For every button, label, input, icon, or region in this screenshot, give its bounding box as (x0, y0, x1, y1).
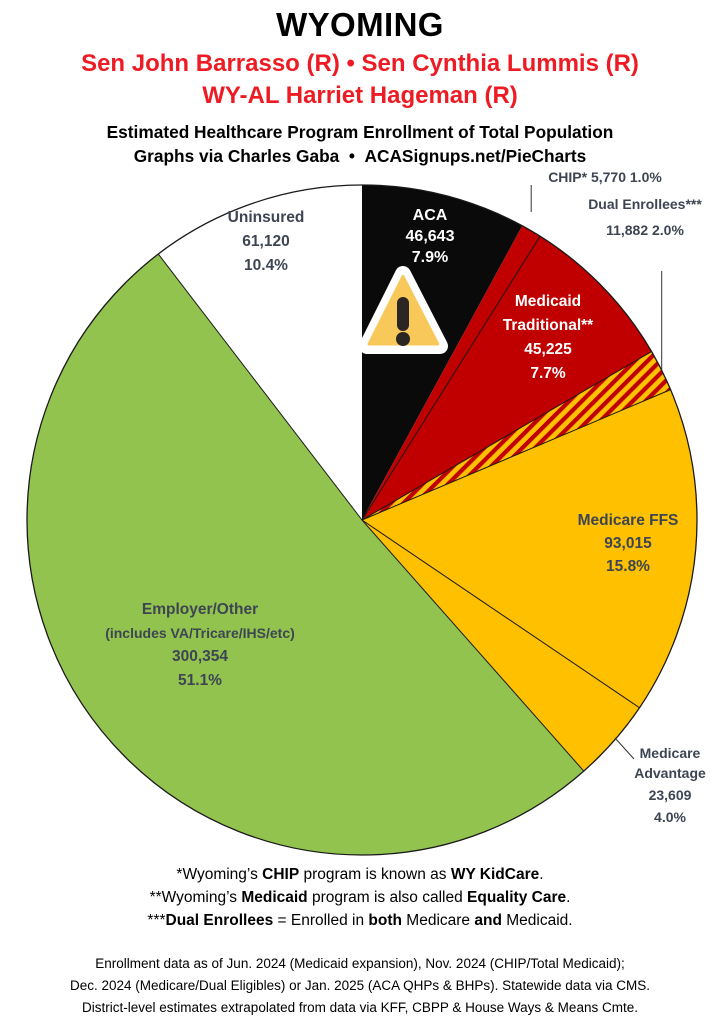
svg-text:45,225: 45,225 (524, 341, 572, 358)
svg-text:93,015: 93,015 (604, 535, 652, 552)
svg-text:7.7%: 7.7% (530, 365, 566, 382)
svg-text:7.9%: 7.9% (412, 249, 448, 266)
svg-text:46,643: 46,643 (406, 228, 455, 245)
svg-text:61,120: 61,120 (242, 233, 289, 250)
svg-text:Traditional**: Traditional** (503, 317, 594, 334)
svg-text:51.1%: 51.1% (178, 672, 222, 689)
svg-text:10.4%: 10.4% (244, 257, 288, 274)
svg-text:CHIP* 5,770 1.0%: CHIP* 5,770 1.0% (548, 169, 662, 185)
svg-text:Medicaid: Medicaid (515, 293, 581, 310)
svg-text:Medicare: Medicare (640, 745, 701, 761)
svg-text:Uninsured: Uninsured (228, 209, 305, 226)
svg-text:23,609: 23,609 (649, 787, 692, 803)
svg-text:(includes VA/Tricare/IHS/etc): (includes VA/Tricare/IHS/etc) (105, 625, 295, 641)
svg-text:4.0%: 4.0% (654, 809, 686, 825)
svg-text:Medicare FFS: Medicare FFS (578, 512, 679, 529)
svg-text:11,882 2.0%: 11,882 2.0% (606, 222, 684, 238)
svg-text:Advantage: Advantage (634, 765, 706, 781)
svg-text:Employer/Other: Employer/Other (142, 601, 258, 618)
svg-text:300,354: 300,354 (172, 648, 228, 665)
svg-text:15.8%: 15.8% (606, 558, 650, 575)
svg-text:ACA: ACA (413, 207, 448, 224)
svg-text:Dual Enrollees***: Dual Enrollees*** (588, 196, 702, 212)
